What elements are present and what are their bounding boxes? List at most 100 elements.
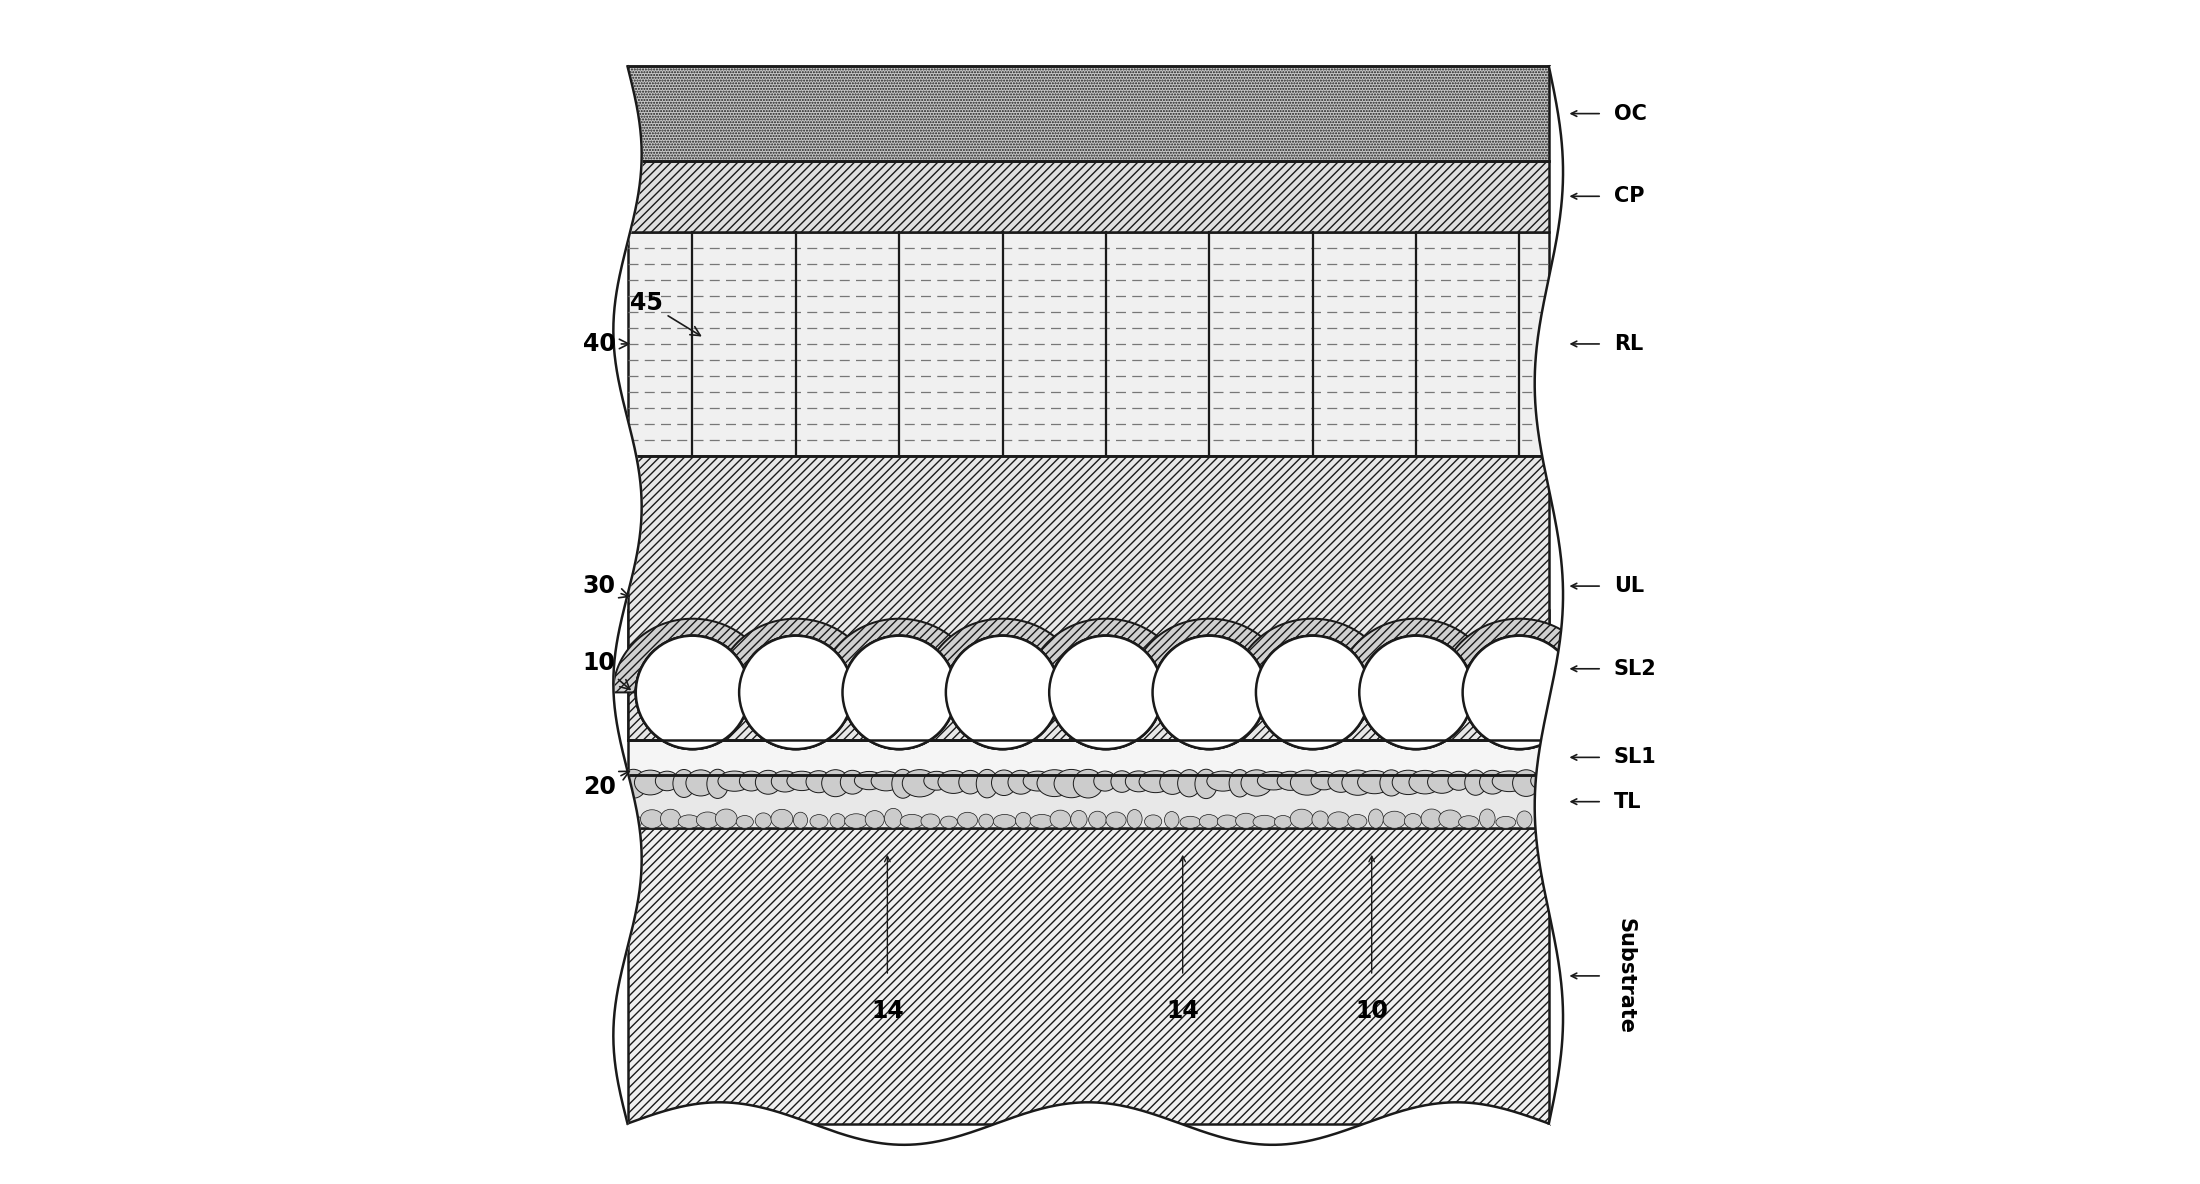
Ellipse shape — [829, 813, 845, 829]
Text: 10: 10 — [583, 651, 629, 689]
Ellipse shape — [1384, 811, 1406, 829]
Ellipse shape — [1074, 770, 1102, 798]
Ellipse shape — [1153, 636, 1265, 749]
Ellipse shape — [1496, 816, 1516, 829]
Ellipse shape — [979, 815, 994, 829]
Ellipse shape — [900, 815, 924, 829]
Text: CP: CP — [1615, 186, 1643, 206]
Ellipse shape — [1036, 770, 1071, 797]
Ellipse shape — [1153, 636, 1265, 749]
Ellipse shape — [1360, 636, 1472, 749]
Ellipse shape — [755, 771, 781, 794]
Ellipse shape — [1258, 771, 1289, 790]
Ellipse shape — [1289, 809, 1313, 829]
Ellipse shape — [871, 771, 902, 791]
Text: 45: 45 — [629, 290, 700, 335]
Ellipse shape — [1023, 771, 1052, 791]
Ellipse shape — [739, 771, 763, 791]
Ellipse shape — [1049, 810, 1071, 829]
Ellipse shape — [1208, 771, 1239, 791]
Ellipse shape — [697, 812, 719, 829]
Ellipse shape — [678, 815, 700, 829]
Polygon shape — [1234, 619, 1393, 693]
Ellipse shape — [620, 770, 647, 798]
Text: Substrate: Substrate — [1615, 918, 1635, 1034]
Ellipse shape — [1126, 771, 1153, 792]
Text: SL2: SL2 — [1615, 658, 1657, 678]
Ellipse shape — [1054, 770, 1089, 798]
Ellipse shape — [1195, 770, 1217, 798]
Text: 14: 14 — [871, 999, 904, 1023]
Text: RL: RL — [1615, 334, 1643, 354]
Ellipse shape — [1360, 636, 1472, 749]
Ellipse shape — [957, 812, 977, 829]
Bar — [627, 66, 1549, 161]
Polygon shape — [1441, 619, 1599, 693]
Ellipse shape — [1199, 815, 1219, 829]
Ellipse shape — [656, 771, 680, 791]
Ellipse shape — [1256, 636, 1368, 749]
Ellipse shape — [1256, 636, 1368, 749]
Ellipse shape — [1329, 812, 1351, 829]
Text: UL: UL — [1615, 577, 1643, 596]
Ellipse shape — [1536, 815, 1551, 829]
Ellipse shape — [1379, 770, 1404, 796]
Ellipse shape — [1274, 816, 1291, 829]
Text: OC: OC — [1615, 104, 1648, 123]
Text: 10: 10 — [1355, 999, 1388, 1023]
Text: TL: TL — [1615, 792, 1641, 812]
Ellipse shape — [686, 770, 715, 796]
Ellipse shape — [1153, 636, 1265, 749]
Ellipse shape — [1093, 771, 1115, 791]
Ellipse shape — [1311, 772, 1338, 790]
Text: 20: 20 — [583, 771, 629, 799]
Ellipse shape — [1408, 771, 1441, 794]
Ellipse shape — [946, 636, 1058, 749]
Ellipse shape — [942, 816, 957, 829]
Ellipse shape — [891, 770, 913, 798]
Text: SL1: SL1 — [1615, 747, 1657, 767]
Polygon shape — [614, 619, 772, 693]
Ellipse shape — [1107, 812, 1126, 829]
Ellipse shape — [1439, 810, 1461, 829]
Ellipse shape — [706, 770, 728, 798]
Ellipse shape — [1368, 809, 1384, 829]
Ellipse shape — [737, 816, 752, 829]
Ellipse shape — [854, 772, 884, 790]
Ellipse shape — [1217, 815, 1239, 829]
Bar — [627, 740, 1549, 776]
Bar — [627, 776, 1549, 829]
Ellipse shape — [636, 636, 750, 749]
Polygon shape — [717, 619, 876, 693]
Ellipse shape — [1404, 813, 1421, 829]
Ellipse shape — [1177, 770, 1201, 797]
Bar — [627, 610, 1549, 740]
Ellipse shape — [1016, 812, 1032, 829]
Ellipse shape — [922, 813, 939, 829]
Ellipse shape — [1463, 636, 1575, 749]
Ellipse shape — [845, 813, 867, 829]
Ellipse shape — [924, 771, 950, 790]
Ellipse shape — [1241, 770, 1272, 796]
Bar — [627, 161, 1549, 232]
Ellipse shape — [1291, 770, 1324, 796]
Polygon shape — [1131, 619, 1289, 693]
Polygon shape — [924, 619, 1082, 693]
Ellipse shape — [1230, 770, 1250, 797]
Ellipse shape — [1448, 771, 1470, 790]
Ellipse shape — [1360, 636, 1472, 749]
Ellipse shape — [634, 770, 667, 794]
Ellipse shape — [739, 636, 854, 749]
Ellipse shape — [1492, 771, 1527, 792]
Ellipse shape — [739, 636, 854, 749]
Text: 40: 40 — [583, 332, 629, 356]
Ellipse shape — [673, 770, 695, 798]
Ellipse shape — [625, 815, 642, 829]
Ellipse shape — [992, 770, 1016, 796]
Ellipse shape — [636, 636, 750, 749]
Ellipse shape — [660, 809, 680, 829]
Ellipse shape — [1254, 816, 1276, 829]
Text: 14: 14 — [1166, 999, 1199, 1023]
Ellipse shape — [1008, 771, 1034, 794]
Ellipse shape — [1164, 811, 1179, 829]
